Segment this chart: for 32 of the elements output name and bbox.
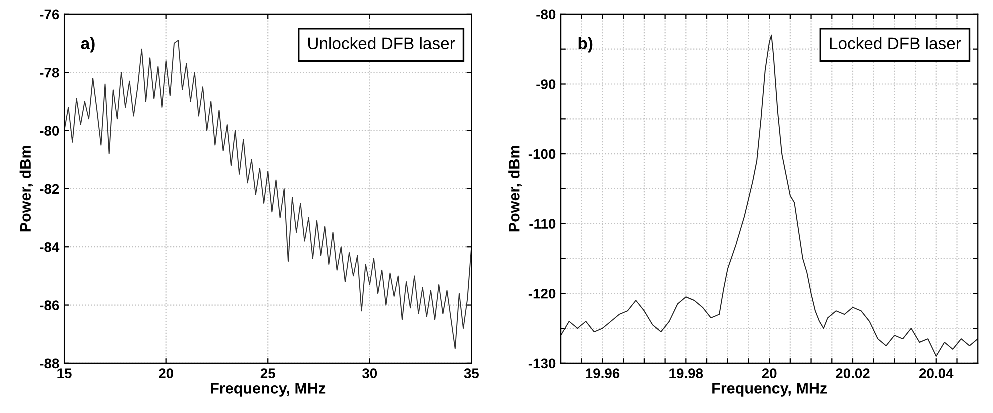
x-tick-label: 20 bbox=[159, 368, 174, 379]
annotation: Locked DFB laser bbox=[830, 37, 962, 50]
y-axis-title: Power, dBm bbox=[508, 146, 522, 232]
x-tick-label: 19.98 bbox=[670, 368, 704, 379]
y-tick-label: -120 bbox=[528, 288, 556, 299]
x-tick-label: 20.02 bbox=[836, 368, 870, 379]
y-tick-label: -86 bbox=[40, 300, 60, 310]
x-tick-label: 15 bbox=[58, 368, 72, 379]
line-series bbox=[561, 34, 978, 357]
y-tick-label: -84 bbox=[40, 242, 60, 252]
y-tick-label: -80 bbox=[40, 126, 60, 136]
y-tick-label: -88 bbox=[40, 358, 60, 369]
x-tick-label: 20 bbox=[762, 368, 777, 379]
y-tick-label: -110 bbox=[530, 219, 556, 230]
x-axis-title: Frequency, MHz bbox=[211, 383, 326, 397]
y-tick-label: -130 bbox=[528, 358, 556, 369]
annotation: Unlocked DFB laser bbox=[308, 37, 456, 50]
x-tick-label: 25 bbox=[260, 368, 276, 379]
y-tick-label: -82 bbox=[40, 184, 60, 194]
y-tick-label: -80 bbox=[536, 10, 556, 20]
x-tick-label: 20.04 bbox=[920, 368, 954, 379]
y-tick-label: -76 bbox=[40, 10, 60, 20]
x-axis-title: Frequency, MHz bbox=[712, 383, 828, 397]
y-axis-title: Power, dBm bbox=[20, 146, 34, 232]
x-tick-label: 35 bbox=[464, 368, 480, 379]
y-tick-label: -100 bbox=[528, 149, 556, 160]
annotation: a) bbox=[81, 37, 95, 53]
y-tick-label: -90 bbox=[536, 80, 556, 90]
annotation: b) bbox=[578, 37, 593, 53]
y-tick-label: -78 bbox=[40, 68, 60, 78]
x-tick-label: 19.96 bbox=[586, 368, 620, 379]
x-tick-label: 30 bbox=[362, 368, 378, 379]
